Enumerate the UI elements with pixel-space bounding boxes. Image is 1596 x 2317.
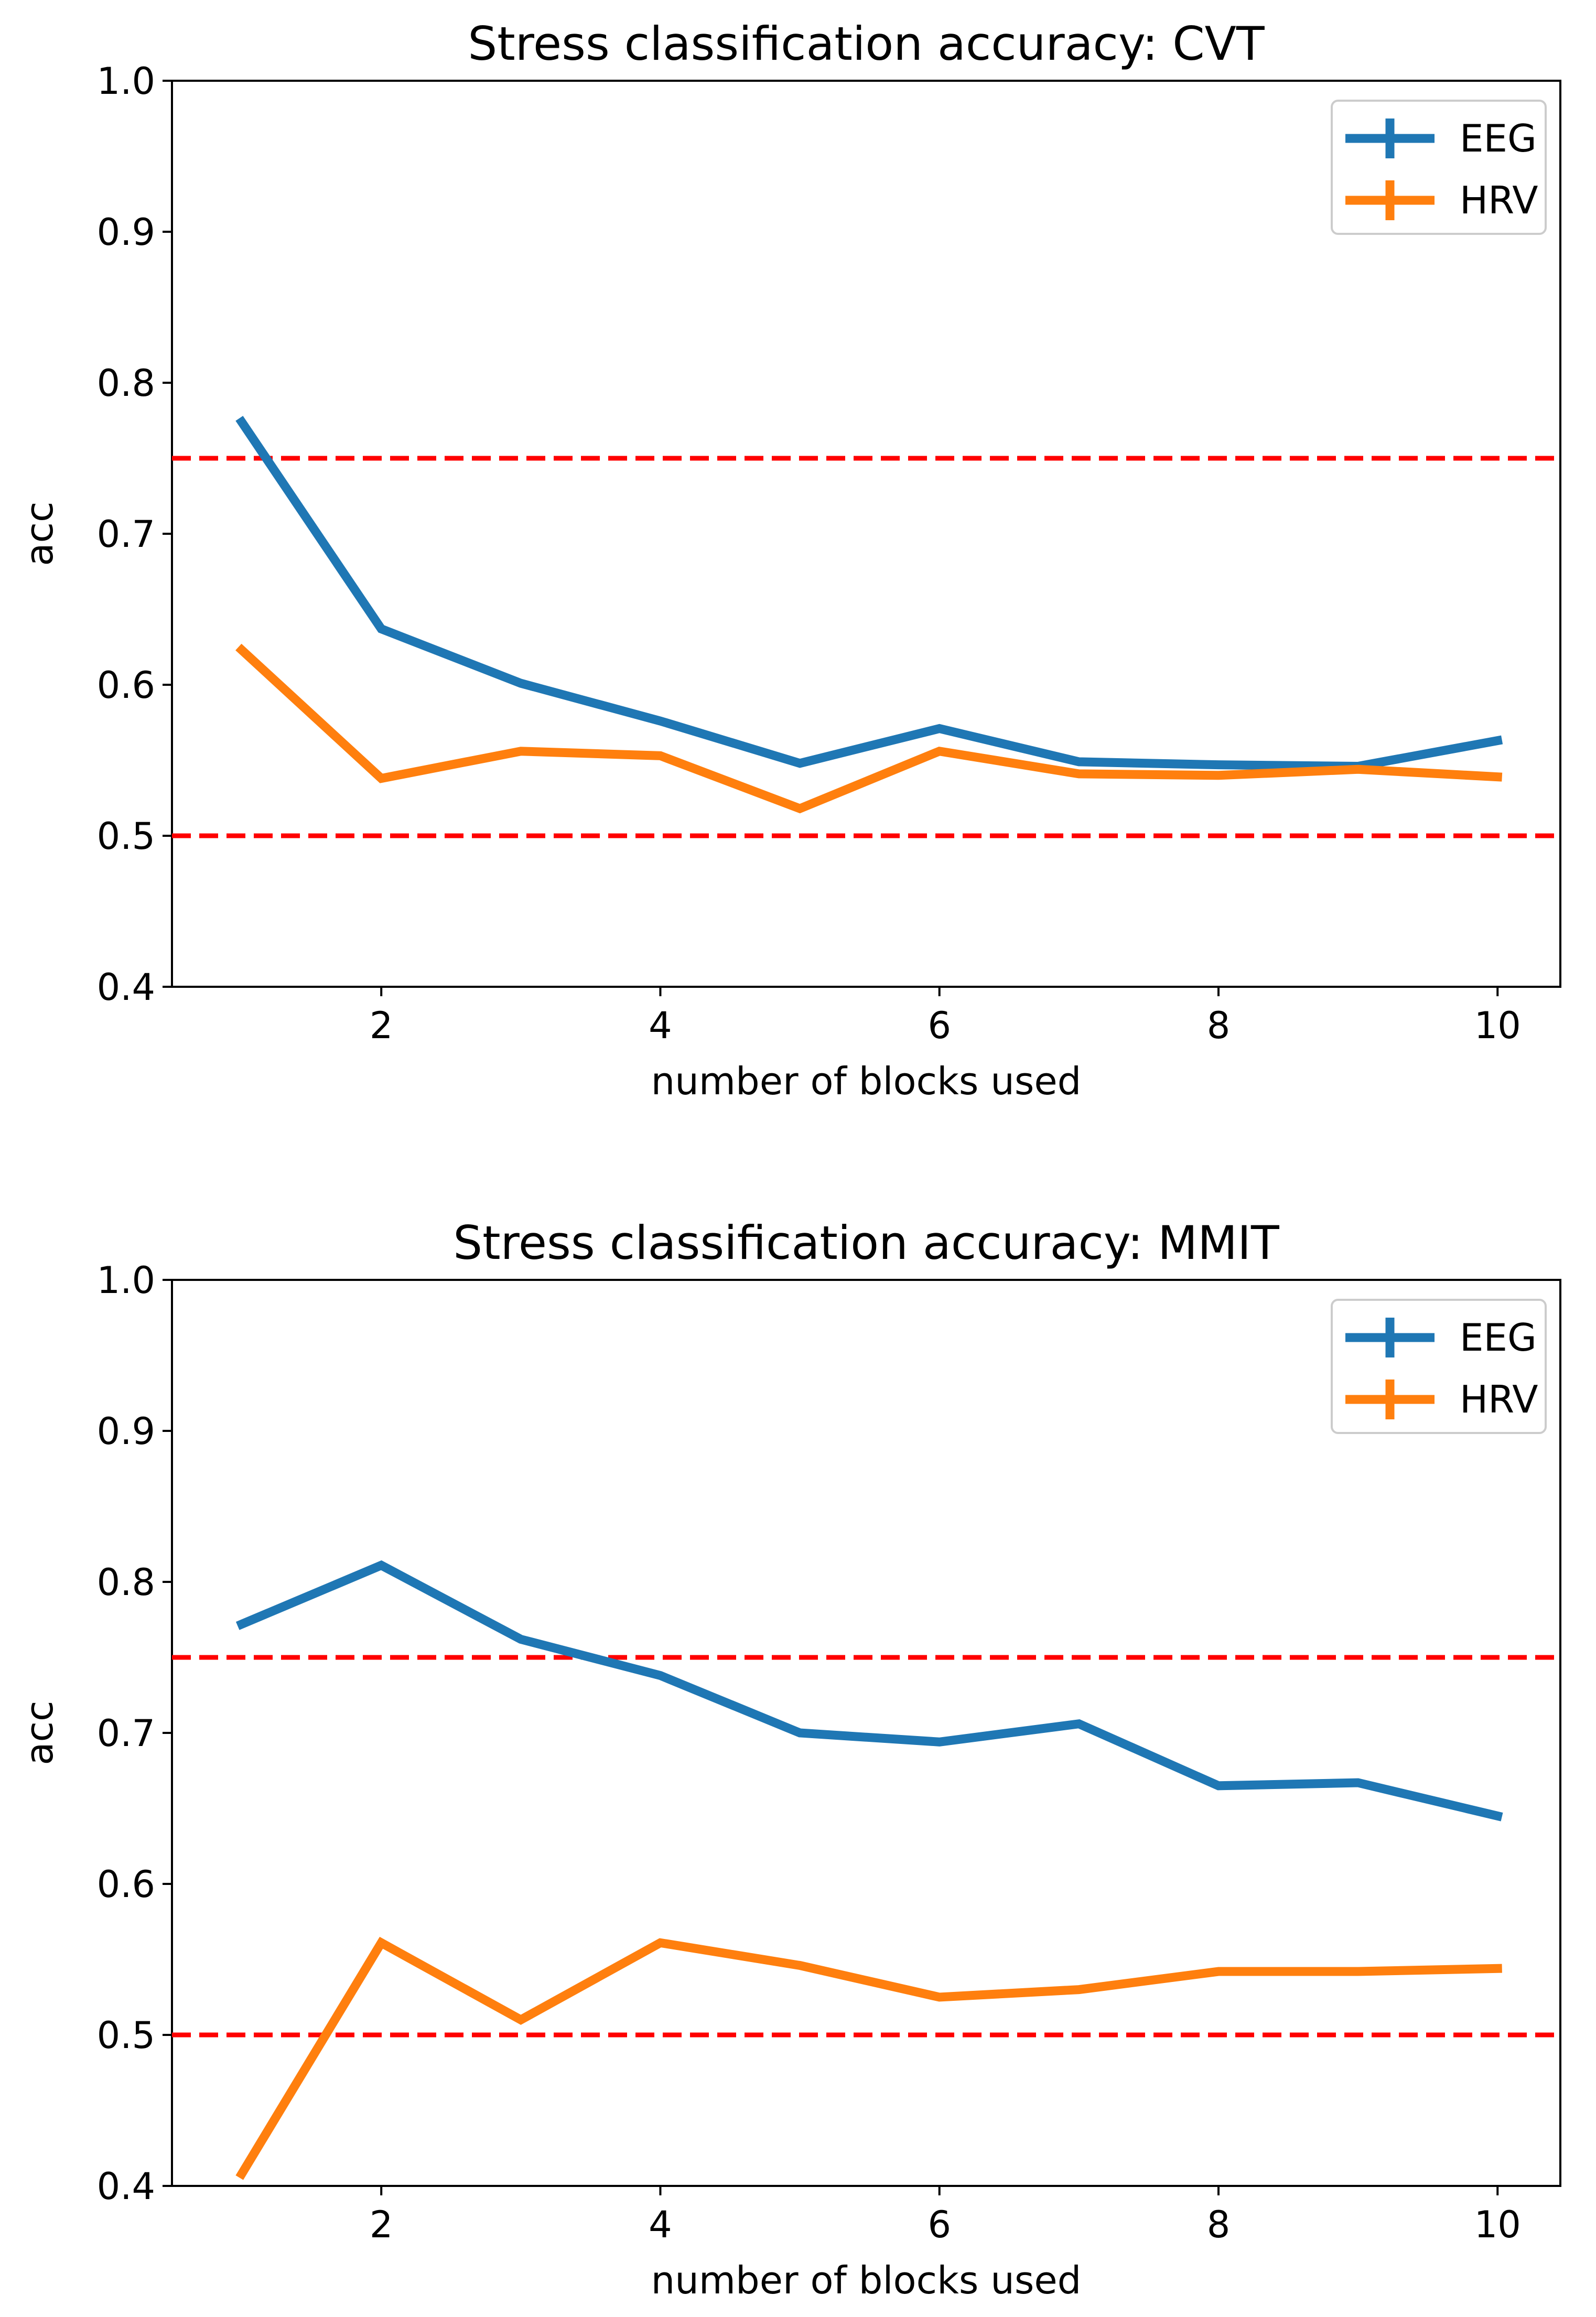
y-tick-label: 0.4 bbox=[97, 966, 155, 1009]
x-tick-label: 10 bbox=[1474, 2203, 1521, 2246]
x-axis-label: number of blocks used bbox=[651, 1059, 1082, 1103]
y-tick-label: 0.8 bbox=[97, 1561, 155, 1604]
y-tick-label: 0.5 bbox=[97, 815, 155, 858]
x-tick-label: 8 bbox=[1207, 1004, 1231, 1047]
x-tick-label: 4 bbox=[649, 2203, 672, 2246]
x-tick-label: 8 bbox=[1207, 2203, 1231, 2246]
y-axis-label: acc bbox=[17, 501, 61, 566]
chart-panel-cvt: Stress classification accuracy: CVT 0.4 0.… bbox=[17, 17, 1561, 1103]
x-axis-label: number of blocks used bbox=[651, 2258, 1082, 2302]
legend-label-eeg: EEG bbox=[1460, 116, 1537, 160]
y-tick-label: 1.0 bbox=[97, 60, 155, 103]
chart-panel-mmit: Stress classification accuracy: MMIT 0.4 0… bbox=[17, 1216, 1561, 2302]
y-tick-label: 0.6 bbox=[97, 664, 155, 707]
y-tick-label: 0.9 bbox=[97, 1410, 155, 1453]
y-tick-label: 0.6 bbox=[97, 1863, 155, 1906]
series-line-hrv bbox=[235, 643, 1503, 814]
y-tick-label: 0.5 bbox=[97, 2014, 155, 2057]
x-tick-label: 2 bbox=[370, 1004, 393, 1047]
x-tick-label: 2 bbox=[370, 2203, 393, 2246]
chart-title: Stress classification accuracy: CVT bbox=[468, 17, 1265, 71]
x-tick-label: 6 bbox=[928, 2203, 951, 2246]
x-tick-label: 10 bbox=[1474, 1004, 1521, 1047]
x-tick-label: 4 bbox=[649, 1004, 672, 1047]
y-tick-label: 0.4 bbox=[97, 2165, 155, 2208]
y-tick-label: 0.7 bbox=[97, 513, 155, 556]
series-line-hrv bbox=[235, 1936, 1502, 2180]
x-tick-label: 6 bbox=[928, 1004, 951, 1047]
y-tick-label: 0.9 bbox=[97, 211, 155, 254]
chart-title: Stress classification accuracy: MMIT bbox=[453, 1216, 1280, 1270]
legend: EEG HRV bbox=[1331, 100, 1547, 235]
series-line-eeg bbox=[235, 1560, 1503, 1822]
series-line-eeg bbox=[235, 416, 1503, 771]
y-tick-label: 0.8 bbox=[97, 362, 155, 405]
legend-label-hrv: HRV bbox=[1460, 178, 1538, 222]
y-tick-label: 1.0 bbox=[97, 1259, 155, 1302]
y-axis-label: acc bbox=[17, 1700, 61, 1765]
y-tick-label: 0.7 bbox=[97, 1712, 155, 1755]
legend-label-eeg: EEG bbox=[1460, 1316, 1537, 1360]
legend-label-hrv: HRV bbox=[1460, 1377, 1538, 1421]
legend: EEG HRV bbox=[1331, 1299, 1547, 1434]
